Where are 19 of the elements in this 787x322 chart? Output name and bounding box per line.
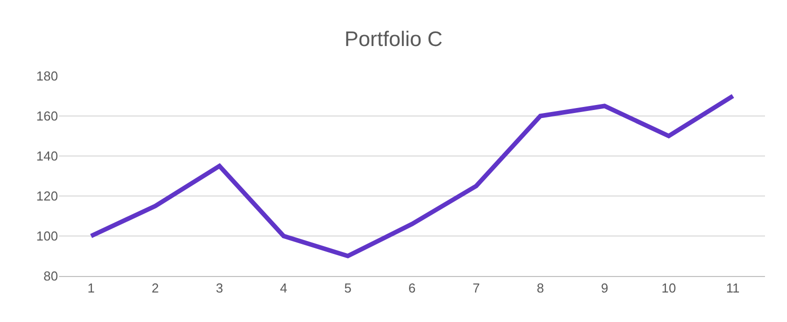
y-tick-label: 80: [44, 268, 58, 284]
x-tick-label: 3: [216, 280, 224, 296]
y-tick-label: 100: [36, 228, 58, 244]
y-tick-label: 180: [36, 68, 58, 84]
x-tick-label: 1: [87, 280, 95, 296]
y-tick-label: 160: [36, 108, 58, 124]
x-tick-label: 2: [152, 280, 159, 296]
line-series: [88, 94, 736, 258]
x-tick-label: 10: [661, 280, 676, 296]
y-tick-label: 120: [36, 188, 58, 204]
x-tick-label: 5: [344, 280, 352, 296]
y-tick-label: 140: [36, 148, 58, 164]
x-tick-label: 11: [726, 280, 740, 296]
x-tick-label: 6: [408, 280, 416, 296]
x-tick-label: 7: [472, 280, 480, 296]
x-tick-label: 4: [280, 280, 288, 296]
x-tick-label: 8: [536, 280, 544, 296]
chart-title: Portfolio C: [344, 28, 443, 51]
x-tick-label: 9: [600, 280, 608, 296]
